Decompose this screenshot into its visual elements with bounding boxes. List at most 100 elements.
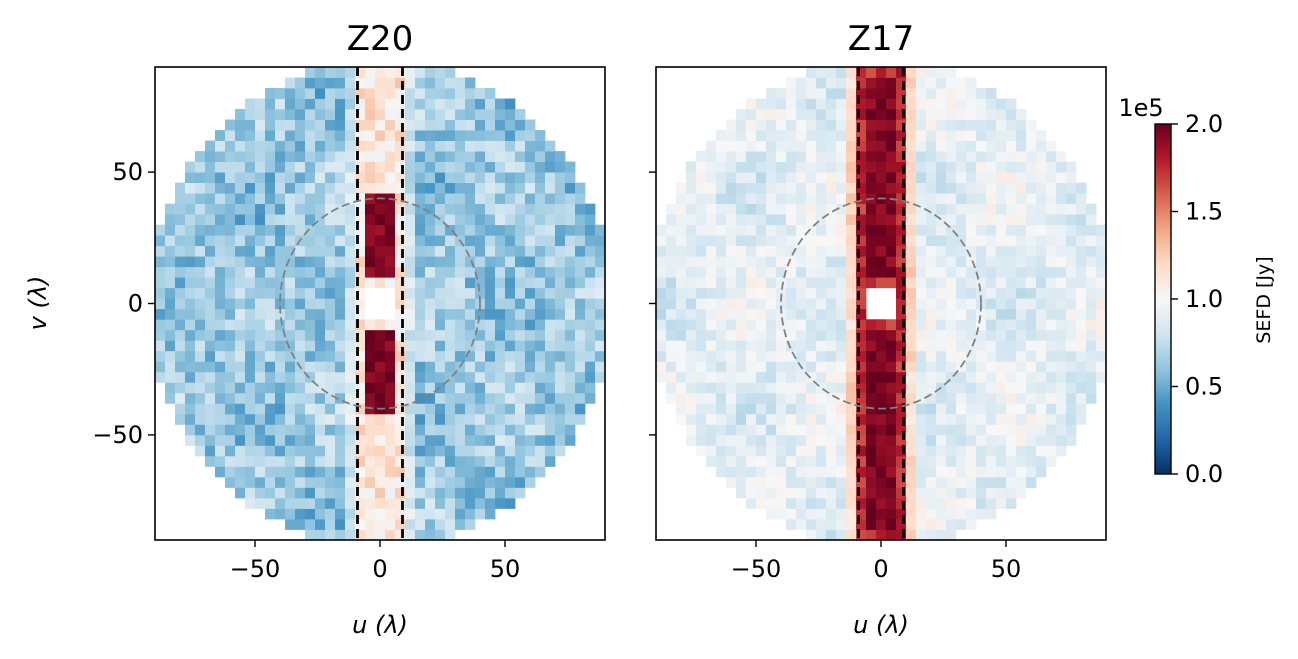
heatmap-cell	[265, 350, 276, 362]
heatmap-cell	[505, 266, 516, 278]
heatmap-cell	[986, 497, 997, 509]
heatmap-cell	[766, 424, 777, 436]
heatmap-cell	[285, 256, 296, 268]
heatmap-cell	[535, 140, 546, 152]
heatmap-cell	[455, 151, 466, 162]
heatmap-cell	[505, 109, 516, 120]
heatmap-cell	[816, 77, 827, 89]
heatmap-cell	[1036, 277, 1047, 289]
heatmap-cell	[505, 277, 516, 289]
heatmap-cell	[305, 392, 316, 404]
heatmap-cell	[976, 329, 987, 341]
heatmap-cell	[866, 77, 877, 89]
heatmap-cell	[1056, 371, 1067, 383]
heatmap-cell	[686, 182, 697, 194]
heatmap-cell	[736, 371, 747, 383]
heatmap-cell	[185, 161, 196, 173]
heatmap-cell	[706, 151, 717, 162]
heatmap-cell	[856, 203, 867, 215]
heatmap-cell	[245, 161, 256, 173]
heatmap-cell	[355, 245, 366, 257]
heatmap-cell	[255, 413, 266, 425]
heatmap-cell	[916, 392, 927, 404]
heatmap-cell	[906, 193, 917, 205]
heatmap-cell	[275, 161, 286, 173]
heatmap-cell	[1036, 245, 1047, 257]
heatmap-cell	[836, 371, 847, 383]
heatmap-cell	[165, 235, 176, 247]
heatmap-cell	[505, 319, 516, 331]
heatmap-cell	[1026, 235, 1037, 247]
heatmap-cell	[395, 245, 406, 257]
heatmap-cell	[195, 193, 206, 205]
heatmap-cell	[155, 224, 166, 236]
heatmap-cell	[876, 224, 887, 236]
heatmap-cell	[966, 224, 977, 236]
heatmap-cell	[425, 256, 436, 268]
heatmap-cell	[1026, 340, 1037, 352]
heatmap-cell	[225, 256, 236, 268]
heatmap-cell	[876, 466, 887, 478]
heatmap-cell	[956, 256, 967, 268]
heatmap-cell	[1046, 235, 1057, 247]
heatmap-cell	[976, 455, 987, 467]
heatmap-cell	[776, 298, 787, 310]
heatmap-cell	[1006, 466, 1017, 478]
heatmap-cell	[535, 161, 546, 173]
heatmap-cell	[215, 245, 226, 257]
heatmap-cell	[455, 350, 466, 362]
heatmap-cell	[465, 466, 476, 478]
heatmap-cell	[255, 487, 266, 499]
heatmap-cell	[1056, 245, 1067, 257]
heatmap-cell	[405, 182, 416, 194]
heatmap-cell	[245, 140, 256, 152]
heatmap-cell	[385, 413, 396, 425]
heatmap-cell	[906, 224, 917, 236]
heatmap-cell	[285, 403, 296, 415]
heatmap-cell	[976, 172, 987, 184]
heatmap-cell	[345, 88, 356, 99]
heatmap-cell	[1046, 371, 1057, 383]
heatmap-cell	[836, 277, 847, 289]
heatmap-cell	[205, 413, 216, 425]
heatmap-cell	[235, 140, 246, 152]
heatmap-cell	[385, 455, 396, 467]
heatmap-cell	[906, 361, 917, 373]
heatmap-cell	[575, 308, 586, 320]
heatmap-cell	[315, 382, 326, 394]
heatmap-cell	[235, 172, 246, 184]
heatmap-cell	[906, 172, 917, 184]
heatmap-cell	[846, 340, 857, 352]
heatmap-cell	[215, 298, 226, 310]
heatmap-cell	[575, 287, 586, 299]
heatmap-cell	[435, 403, 446, 415]
heatmap-cell	[736, 340, 747, 352]
heatmap-cell	[726, 445, 737, 457]
heatmap-cell	[916, 67, 927, 78]
heatmap-cell	[976, 413, 987, 425]
heatmap-cell	[395, 434, 406, 446]
heatmap-cell	[776, 172, 787, 184]
heatmap-cell	[285, 77, 296, 89]
heatmap-cell	[766, 224, 777, 236]
heatmap-cell	[485, 266, 496, 278]
heatmap-cell	[966, 277, 977, 289]
y-ticks: 500−50	[92, 158, 155, 449]
heatmap-cell	[796, 151, 807, 162]
heatmap-cell	[515, 182, 526, 194]
heatmap-cell	[295, 445, 306, 457]
heatmap-cell	[976, 308, 987, 320]
heatmap-cell	[966, 77, 977, 89]
heatmap-cell	[656, 287, 667, 299]
heatmap-cell	[515, 193, 526, 205]
heatmap-cell	[445, 277, 456, 289]
heatmap-cell	[866, 340, 877, 352]
heatmap-cell	[686, 224, 697, 236]
heatmap-cell	[465, 371, 476, 383]
heatmap-cell	[435, 392, 446, 404]
heatmap-cell	[555, 434, 566, 446]
heatmap-cell	[455, 445, 466, 457]
heatmap-cell	[786, 193, 797, 205]
heatmap-cell	[846, 476, 857, 488]
heatmap-cell	[846, 319, 857, 331]
